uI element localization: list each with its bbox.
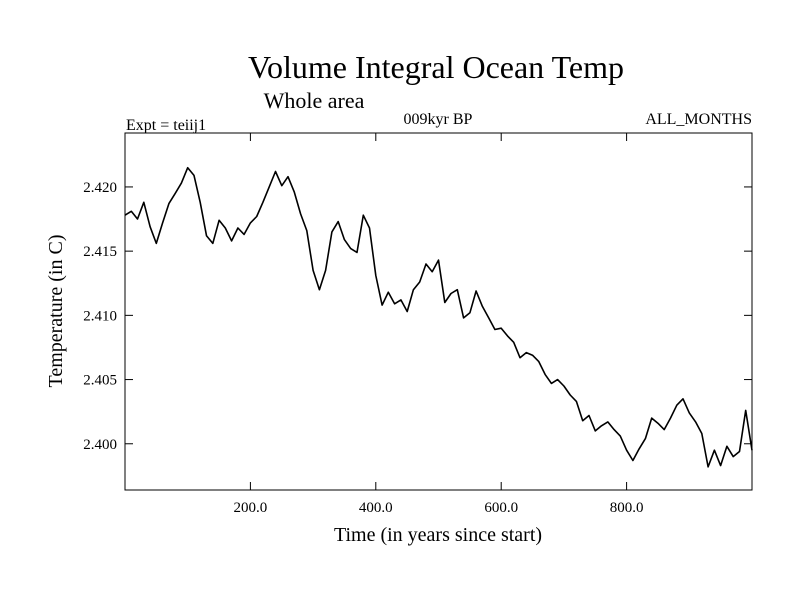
period-label: 009kyr BP [404,111,473,128]
y-axis: 2.400 2.405 2.410 2.415 2.420 [83,180,752,453]
plot-area-frame [124,132,753,491]
y-tick-label: 2.420 [83,180,117,196]
y-tick-label: 2.415 [83,244,117,260]
experiment-label: Expt = teiij1 [126,117,206,134]
x-axis-label: Time (in years since start) [334,524,542,546]
x-axis: 200.0 400.0 600.0 800.0 [234,133,644,516]
x-tick-label: 400.0 [359,500,393,516]
chart-subtitle: Whole area [264,88,365,113]
x-tick-label: 800.0 [610,500,644,516]
y-tick-label: 2.410 [83,308,117,324]
x-tick-label: 600.0 [484,500,518,516]
y-axis-label: Temperature (in C) [45,235,67,388]
months-label: ALL_MONTHS [645,111,752,128]
chart-title: Volume Integral Ocean Temp [248,49,624,85]
x-tick-label: 200.0 [234,500,268,516]
y-tick-label: 2.400 [83,437,117,453]
y-tick-label: 2.405 [83,373,117,389]
series-line [124,166,753,468]
